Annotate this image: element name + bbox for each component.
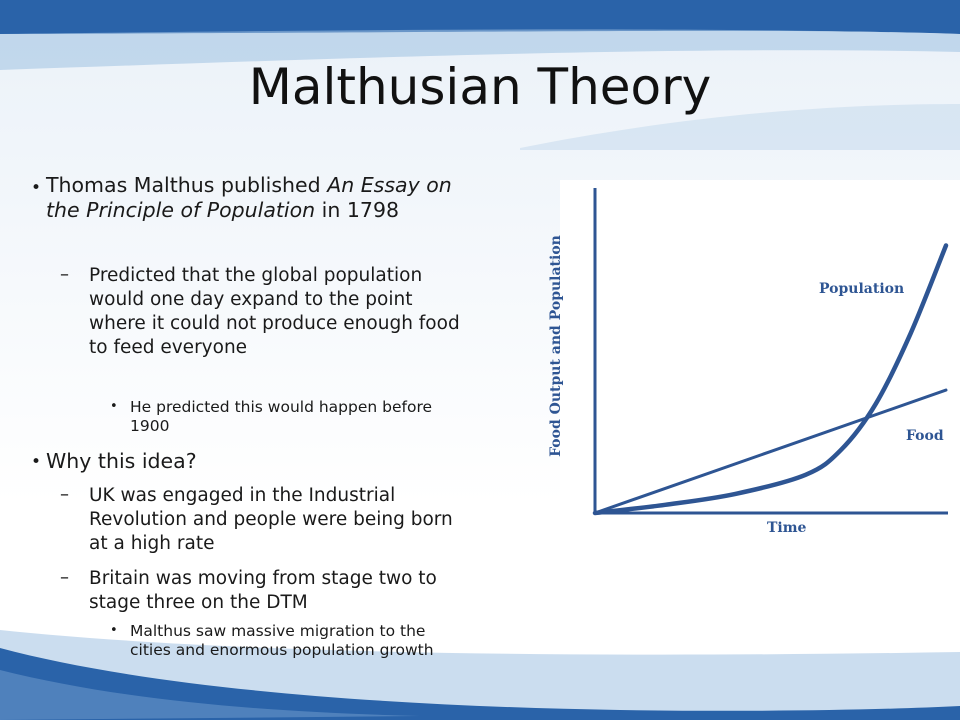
population-curve: [592, 243, 949, 516]
bullet-icon: •: [31, 178, 42, 198]
dash-icon: –: [60, 484, 69, 505]
dash-icon: –: [60, 567, 69, 588]
y-axis-label: Food Output and Population: [548, 235, 564, 457]
malthus-chart: [560, 180, 960, 540]
food-curve: [593, 388, 948, 515]
sub-bullet-dtm-stage: Britain was moving from stage two to sta…: [89, 568, 437, 613]
bullet-icon: •: [110, 623, 118, 638]
book-title: An Essay on the Principle of Population: [46, 173, 452, 222]
sub-bullet-prediction: Predicted that the global population wou…: [89, 265, 460, 358]
bullet-why-this-idea: Why this idea?: [46, 449, 197, 473]
bullet-icon: •: [31, 452, 42, 472]
header-decoration: [0, 0, 960, 150]
bullet-icon: •: [110, 399, 118, 414]
sub-sub-bullet-migration: Malthus saw massive migration to the cit…: [130, 622, 434, 659]
chart-plot: [592, 188, 949, 516]
footer-decoration: [0, 630, 960, 720]
bullet-text: Thomas Malthus published: [46, 173, 328, 197]
dash-icon: –: [60, 264, 69, 285]
x-axis-label: Time: [767, 520, 807, 536]
sub-bullet-industrial-revolution: UK was engaged in the Industrial Revolut…: [89, 485, 453, 554]
population-series-label: Population: [819, 281, 905, 297]
bullet-list: • Thomas Malthus published An Essay on t…: [31, 173, 476, 659]
sub-sub-bullet-before-1900: He predicted this would happen before 19…: [130, 398, 433, 435]
slide-title: Malthusian Theory: [248, 58, 712, 116]
bullet-malthus-publication: Thomas Malthus published An Essay on the…: [46, 173, 476, 223]
food-series-label: Food: [906, 428, 944, 444]
bullet-text: in 1798: [315, 198, 400, 222]
